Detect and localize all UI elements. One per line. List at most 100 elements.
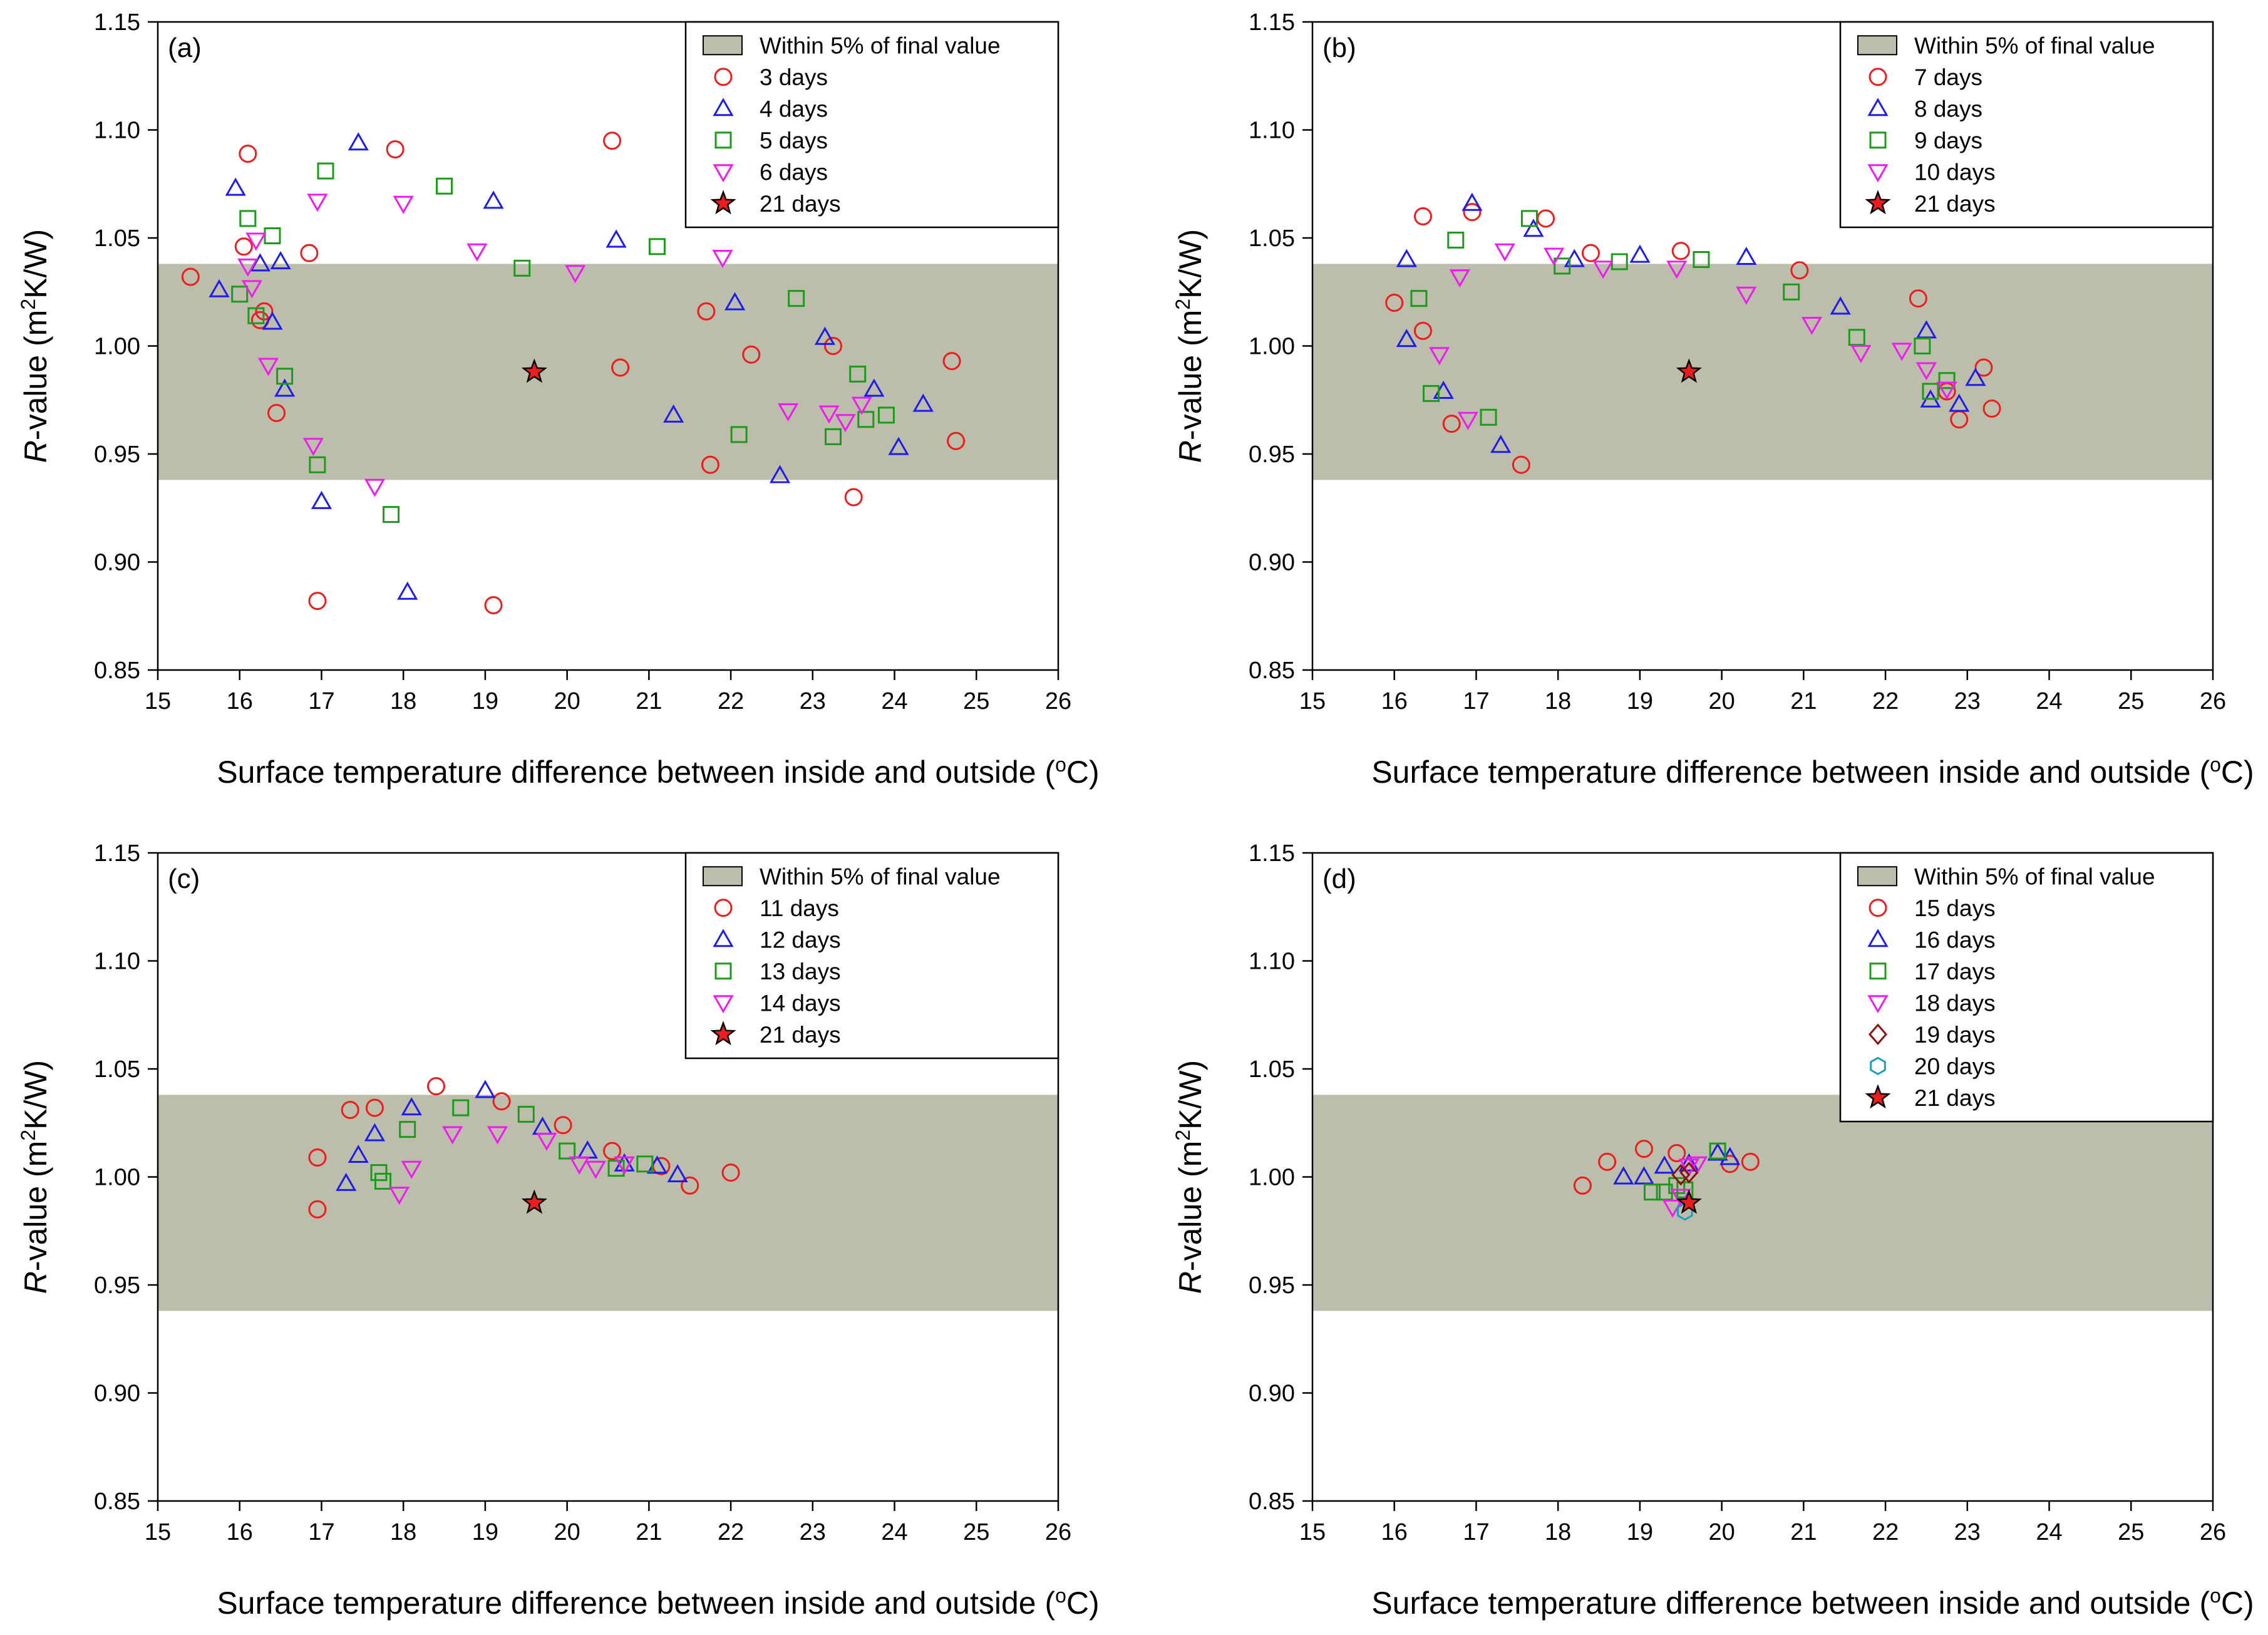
data-point — [1423, 384, 1440, 402]
chart-panel-b: 15 16 17 18 19 20 21 22 23 24 25 26 0.85 0.90 0.95 1.00… — [1172, 9, 2254, 790]
data-point — [1671, 242, 1690, 260]
x-tick-label: 17 — [1463, 1519, 1489, 1545]
data-point — [487, 1126, 508, 1145]
data-point — [1461, 192, 1483, 211]
data-point — [1490, 435, 1512, 453]
data-point — [606, 229, 627, 248]
x-axis-title: Surface temperature difference between i… — [217, 1584, 1099, 1621]
x-tick-label: 26 — [2200, 688, 2226, 714]
data-point — [607, 1160, 625, 1177]
legend-label: Within 5% of final value — [760, 864, 1001, 889]
data-points — [1573, 1140, 1760, 1221]
x-tick-label: 21 — [636, 688, 662, 714]
data-point — [436, 177, 453, 195]
x-tick-label: 19 — [472, 1519, 498, 1545]
chart-panel-c: 15 16 17 18 19 20 21 22 23 24 25 26 0.85 0.90 0.95 1.00… — [17, 840, 1100, 1621]
legend-label: 3 days — [760, 64, 828, 90]
data-point — [521, 358, 547, 383]
data-point — [662, 404, 684, 423]
data-point — [912, 393, 934, 412]
data-point — [348, 132, 369, 151]
y-tick-label: 1.00 — [94, 1165, 140, 1191]
y-tick-label: 1.15 — [94, 840, 140, 867]
data-point — [1801, 317, 1823, 336]
data-point — [888, 436, 909, 455]
data-point — [851, 396, 872, 415]
data-point — [1679, 1162, 1699, 1184]
data-point — [336, 1172, 357, 1191]
y-tick-label: 1.00 — [1249, 334, 1295, 360]
x-tick-label: 26 — [1045, 688, 1071, 714]
data-point — [1676, 358, 1702, 383]
x-axis-title: Surface temperature difference between i… — [1371, 1584, 2254, 1621]
data-point — [393, 195, 414, 214]
data-point — [484, 596, 503, 614]
data-point — [1523, 219, 1544, 237]
data-point — [1633, 1166, 1655, 1185]
data-point — [1537, 209, 1555, 228]
x-tick-label: 19 — [472, 688, 498, 714]
legend-marker — [710, 190, 736, 215]
y-tick-label: 1.05 — [1249, 1056, 1295, 1083]
data-point — [1982, 400, 2001, 418]
data-point — [721, 1163, 740, 1182]
data-point — [1396, 249, 1417, 267]
data-point — [1581, 244, 1600, 262]
legend: Within 5% of final value 3 days 4 days 5 da… — [684, 21, 1059, 229]
data-point — [1592, 260, 1614, 279]
data-point — [1385, 294, 1404, 312]
data-point — [942, 352, 961, 371]
data-point — [267, 403, 286, 422]
data-point — [603, 132, 622, 150]
data-point — [442, 1126, 463, 1145]
data-point — [565, 265, 586, 284]
data-point — [1736, 247, 1757, 266]
data-point — [274, 378, 296, 397]
data-point — [245, 232, 267, 251]
legend-marker — [1869, 1023, 1887, 1046]
data-point — [778, 403, 799, 422]
data-point — [1429, 347, 1450, 366]
data-point — [1914, 338, 1931, 354]
data-point — [241, 280, 262, 299]
y-tick-label: 0.95 — [94, 1272, 140, 1299]
y-tick-label: 0.95 — [1249, 1272, 1295, 1299]
series-21-days — [521, 1189, 547, 1214]
data-points — [1385, 192, 2001, 474]
series-3-days — [181, 132, 966, 614]
x-tick-label: 24 — [2036, 1519, 2062, 1545]
data-point — [374, 1172, 391, 1190]
panel-label: (c) — [168, 864, 200, 894]
legend-marker — [714, 899, 733, 917]
x-tick-label: 22 — [1872, 1519, 1899, 1545]
x-axis: 15 16 17 18 19 20 21 22 23 24 25 26 — [145, 670, 1071, 714]
data-point — [1850, 344, 1872, 363]
data-point — [863, 378, 885, 397]
data-point — [1938, 372, 1956, 389]
x-tick-label: 26 — [2200, 1519, 2226, 1545]
legend: Within 5% of final value 11 days 12 days 13… — [684, 852, 1059, 1060]
data-point — [844, 488, 863, 507]
data-point — [1936, 381, 1957, 400]
data-point — [1909, 289, 1927, 308]
data-point — [554, 1116, 572, 1135]
y-tick-label: 1.10 — [1249, 949, 1295, 975]
data-point — [401, 1097, 422, 1116]
legend-label: 21 days — [1914, 191, 1996, 217]
y-tick-label: 1.10 — [94, 949, 140, 975]
x-tick-label: 20 — [1708, 1519, 1735, 1545]
data-point — [1442, 415, 1461, 433]
data-points — [308, 1077, 740, 1219]
data-point — [947, 431, 966, 450]
series-13-days — [370, 1099, 654, 1190]
data-point — [492, 1092, 511, 1111]
data-point — [517, 1105, 535, 1123]
x-axis: 15 16 17 18 19 20 21 22 23 24 25 26 — [1299, 670, 2226, 714]
x-tick-label: 23 — [1954, 1519, 1981, 1545]
y-tick-label: 0.90 — [1249, 550, 1295, 576]
data-point — [818, 405, 840, 424]
series-21-days — [1676, 1189, 1702, 1214]
legend-label: 7 days — [1914, 64, 1982, 90]
data-point — [364, 1123, 386, 1142]
y-tick-label: 1.05 — [94, 225, 140, 252]
